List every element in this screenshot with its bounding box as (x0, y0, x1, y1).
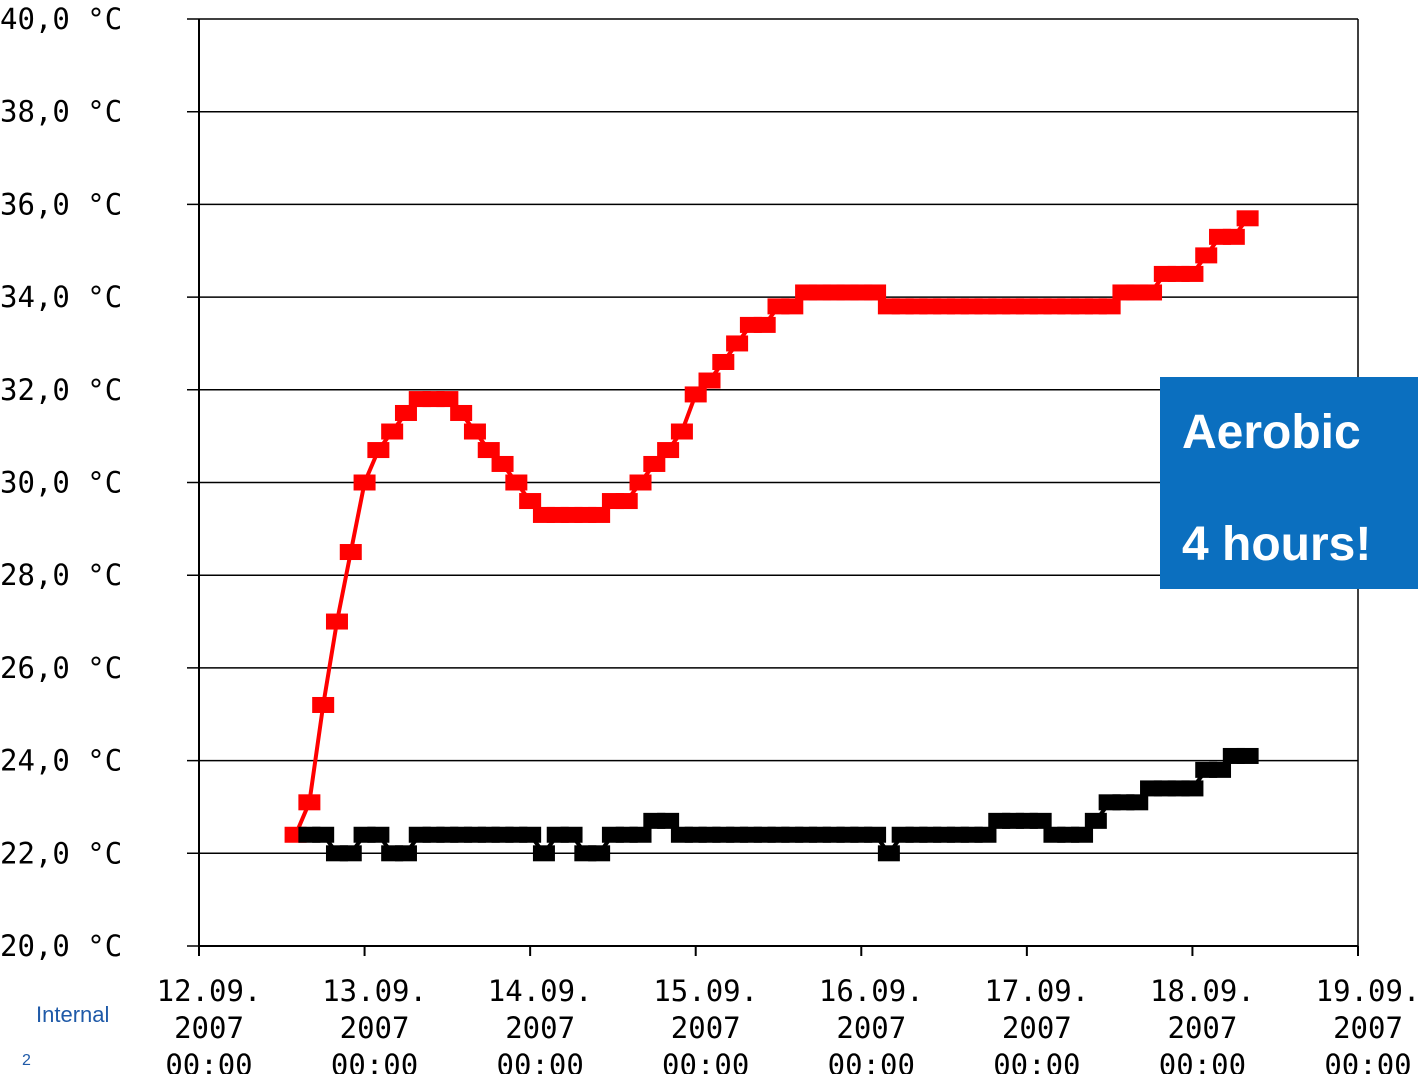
data-point-marker (657, 812, 680, 829)
data-point-marker (477, 442, 500, 459)
x-tick-label: 14.09. (488, 974, 593, 1008)
data-point-marker (367, 442, 390, 459)
x-tick-label: 13.09. (322, 974, 427, 1008)
x-tick-label: 00:00 (1159, 1048, 1246, 1074)
x-tick-label: 12.09. (157, 974, 262, 1008)
data-point-marker (781, 298, 804, 315)
data-point-marker (1236, 210, 1259, 227)
data-point-marker (1181, 265, 1204, 282)
data-point-marker (1222, 228, 1245, 245)
x-tick-label: 00:00 (496, 1048, 583, 1074)
y-tick-label: 22,0 °C (0, 836, 122, 870)
x-tick-label: 00:00 (828, 1048, 915, 1074)
x-tick-label: 00:00 (993, 1048, 1080, 1074)
data-point-marker (864, 826, 887, 843)
data-point-marker (643, 455, 666, 472)
x-tick-label: 18.09. (1150, 974, 1255, 1008)
data-point-marker (394, 845, 417, 862)
data-point-marker (381, 423, 404, 440)
x-tick-label: 2007 (1168, 1011, 1238, 1045)
data-point-marker (726, 335, 749, 352)
x-tick-label: 00:00 (331, 1048, 418, 1074)
data-point-marker (463, 423, 486, 440)
y-tick-label: 26,0 °C (0, 651, 122, 685)
x-tick-label: 2007 (505, 1011, 575, 1045)
y-tick-label: 32,0 °C (0, 373, 122, 407)
data-point-marker (1209, 761, 1232, 778)
data-point-marker (684, 386, 707, 403)
x-tick-label: 17.09. (984, 974, 1089, 1008)
data-point-marker (1098, 298, 1121, 315)
data-point-marker (367, 826, 390, 843)
x-tick-label: 2007 (174, 1011, 244, 1045)
data-point-marker (1140, 284, 1163, 301)
x-tick-label: 15.09. (653, 974, 758, 1008)
x-tick-label: 2007 (671, 1011, 741, 1045)
y-tick-label: 34,0 °C (0, 280, 122, 314)
data-point-marker (339, 544, 362, 561)
x-tick-label: 00:00 (165, 1048, 252, 1074)
y-tick-label: 38,0 °C (0, 95, 122, 129)
data-point-marker (339, 845, 362, 862)
data-point-marker (629, 474, 652, 491)
x-tick-label: 2007 (1333, 1011, 1403, 1045)
data-point-marker (657, 442, 680, 459)
x-tick-label: 2007 (1002, 1011, 1072, 1045)
data-point-marker (753, 316, 776, 333)
y-tick-label: 28,0 °C (0, 558, 122, 592)
data-point-marker (298, 794, 321, 811)
data-point-marker (1126, 794, 1149, 811)
x-tick-labels: 12.09.200700:0013.09.200700:0014.09.2007… (157, 974, 1418, 1079)
data-point-marker (670, 423, 693, 440)
data-point-marker (312, 696, 335, 713)
data-point-marker (450, 404, 473, 421)
data-point-marker (588, 506, 611, 523)
data-point-marker (325, 613, 348, 630)
x-tick-label: 2007 (836, 1011, 906, 1045)
data-point-marker (1195, 247, 1218, 264)
x-tick-label: 16.09. (819, 974, 924, 1008)
data-point-marker (436, 391, 459, 408)
y-tick-labels: 20,0 °C 22,0 °C 24,0 °C 26,0 °C 28,0 °C 30,0 … (0, 2, 122, 963)
data-point-marker (698, 372, 721, 389)
callout-line-2: 4 hours! (1182, 518, 1372, 571)
data-point-marker (864, 284, 887, 301)
data-point-marker (519, 493, 542, 510)
y-tick-label: 36,0 °C (0, 187, 122, 221)
data-point-marker (712, 353, 735, 370)
data-point-marker (974, 826, 997, 843)
data-point-marker (505, 474, 528, 491)
data-point-marker (312, 826, 335, 843)
y-tick-label: 40,0 °C (0, 2, 122, 36)
data-point-marker (394, 404, 417, 421)
data-point-marker (1071, 826, 1094, 843)
x-tick-label: 19.09. (1316, 974, 1418, 1008)
data-point-marker (532, 845, 555, 862)
data-point-marker (1236, 747, 1259, 764)
data-point-marker (588, 845, 611, 862)
series-group (284, 210, 1259, 862)
x-tick-label: 00:00 (662, 1048, 749, 1074)
footer-classification-label: Internal (36, 1002, 110, 1027)
y-tick-label: 30,0 °C (0, 466, 122, 500)
data-point-marker (877, 845, 900, 862)
x-tick-label: 00:00 (1324, 1048, 1411, 1074)
data-point-marker (491, 455, 514, 472)
data-point-marker (629, 826, 652, 843)
data-point-marker (1084, 812, 1107, 829)
data-point-marker (615, 493, 638, 510)
data-point-marker (519, 826, 542, 843)
data-point-marker (560, 826, 583, 843)
callout-box: Aerobic 4 hours! (1160, 377, 1418, 589)
data-point-marker (1029, 812, 1052, 829)
y-tick-label: 20,0 °C (0, 929, 122, 963)
footer-page-number: 2 (22, 1052, 31, 1069)
callout-line-1: Aerobic (1182, 406, 1361, 459)
y-tick-label: 24,0 °C (0, 744, 122, 778)
data-point-marker (353, 474, 376, 491)
data-point-marker (1181, 780, 1204, 797)
x-tick-label: 2007 (340, 1011, 410, 1045)
